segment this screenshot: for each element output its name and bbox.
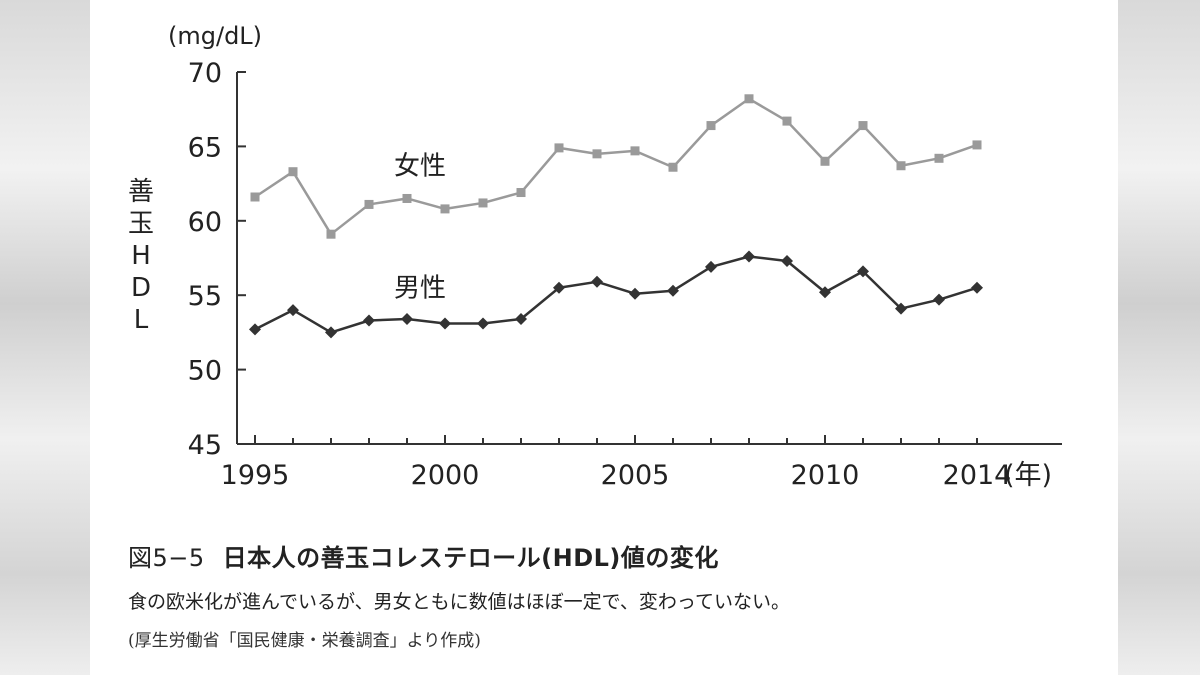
data-point <box>971 281 983 294</box>
data-point <box>515 313 527 326</box>
data-point <box>516 188 526 198</box>
data-point <box>896 161 906 171</box>
series-label: 女性 <box>394 152 446 182</box>
y-axis-label-char: L <box>134 305 149 335</box>
series-female <box>250 94 982 239</box>
data-point <box>895 302 907 315</box>
x-tick-label: 1995 <box>221 460 290 491</box>
data-point <box>591 275 603 288</box>
data-point <box>440 204 450 214</box>
data-point <box>250 192 260 202</box>
caption-title-line: 図5−5 日本人の善玉コレステロール(HDL)値の変化 <box>128 538 1088 573</box>
data-point <box>933 293 945 306</box>
x-axis-ticks: 1995 2000 2005 2010 2014 <box>221 435 1012 491</box>
data-point <box>629 287 641 300</box>
y-axis-label-char: 玉 <box>128 209 154 239</box>
series-line <box>254 97 978 236</box>
x-tick-label: 2005 <box>601 460 670 491</box>
series-male <box>249 250 983 339</box>
data-point <box>819 286 831 299</box>
data-point <box>287 304 299 317</box>
page-edge-right <box>1118 0 1200 675</box>
y-tick-label: 55 <box>188 281 222 312</box>
data-point <box>630 146 640 156</box>
unit-label: (mg/dL) <box>168 22 262 50</box>
data-point <box>401 313 413 326</box>
data-point <box>934 153 944 163</box>
y-tick-label: 60 <box>188 207 222 238</box>
y-tick-label: 70 <box>188 58 222 89</box>
figure-source: (厚生労働省「国民健康・栄養調査」より作成) <box>128 631 481 651</box>
data-point <box>743 250 755 263</box>
x-tick-label: 2010 <box>791 460 860 491</box>
data-point <box>477 317 489 330</box>
data-point <box>744 94 754 104</box>
data-point <box>249 323 261 336</box>
series-label: 男性 <box>394 274 446 304</box>
x-tick-label: 2000 <box>411 460 480 491</box>
figure-caption: 図5−5 日本人の善玉コレステロール(HDL)値の変化 食の欧米化が進んでいるが、… <box>128 538 1088 651</box>
data-point <box>363 314 375 327</box>
data-point <box>288 167 298 177</box>
figure-title: 日本人の善玉コレステロール(HDL)値の変化 <box>222 544 719 572</box>
page-edge-left <box>0 0 90 675</box>
y-axis-label-char: 善 <box>128 177 154 207</box>
data-point <box>439 317 451 330</box>
data-point <box>782 116 792 126</box>
data-point <box>781 254 793 267</box>
data-point <box>592 149 602 159</box>
data-point <box>820 156 830 166</box>
book-page <box>90 0 1118 675</box>
y-tick-label: 50 <box>188 356 222 387</box>
y-tick-label: 45 <box>188 430 222 461</box>
data-point <box>364 199 374 209</box>
y-axis-label-char: D <box>131 273 151 303</box>
figure-number: 図5−5 <box>128 544 205 572</box>
data-point <box>705 260 717 273</box>
data-point <box>554 143 564 153</box>
data-point <box>326 229 336 239</box>
data-point <box>858 121 868 131</box>
data-point <box>706 121 716 131</box>
data-point <box>668 162 678 172</box>
data-point <box>857 265 869 278</box>
data-point <box>972 140 982 150</box>
figure-description: 食の欧米化が進んでいるが、男女ともに数値はほぼ一定で、変わっていない。 <box>128 591 790 613</box>
data-point <box>553 281 565 294</box>
data-point <box>402 193 412 203</box>
series-line <box>254 255 978 334</box>
data-point <box>325 326 337 339</box>
data-point <box>667 284 679 297</box>
x-tick-label: 2014 <box>943 460 1012 491</box>
y-tick-label: 65 <box>188 132 222 163</box>
data-point <box>478 198 488 208</box>
x-axis-unit-label: (年) <box>1004 460 1052 491</box>
y-axis-label-char: H <box>131 241 151 271</box>
